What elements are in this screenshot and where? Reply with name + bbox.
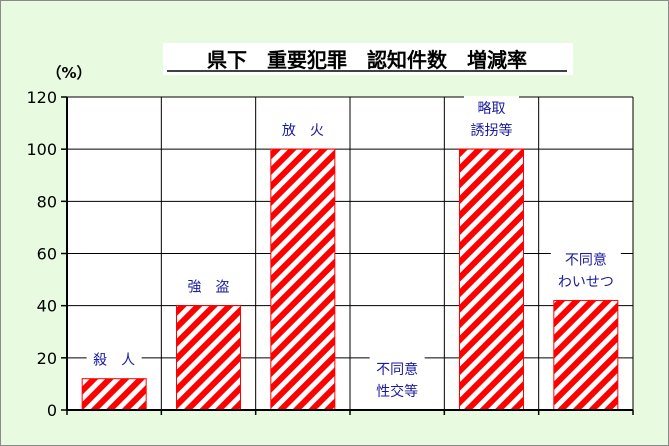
- bar-label-bg: [464, 96, 519, 143]
- bar-5: [459, 148, 524, 411]
- category-label: わいせつ: [558, 274, 614, 290]
- category-label: 略取: [478, 101, 506, 117]
- y-tick-label: 40: [37, 297, 57, 316]
- bar-3: [270, 148, 336, 411]
- title-box: [163, 43, 573, 75]
- bar-label-bg: [550, 247, 621, 294]
- y-tick-label: 120: [26, 88, 57, 107]
- y-tick-label: 100: [26, 140, 57, 159]
- y-tick-label: 60: [37, 245, 57, 264]
- category-label: 不同意: [565, 251, 607, 268]
- bar-label-bg: [181, 274, 236, 299]
- category-label: 性交等: [376, 383, 418, 400]
- bar-1: [81, 378, 147, 411]
- bars: [81, 148, 619, 411]
- axes: [61, 96, 634, 415]
- y-tick-labels: 0 20 40 60 80 100 120: [26, 88, 57, 420]
- category-label: 殺 人: [93, 353, 135, 369]
- grid-lines: [67, 96, 634, 410]
- bar-label-bg: [369, 357, 425, 403]
- category-label: 放 火: [282, 123, 324, 139]
- y-tick-label: 80: [37, 192, 57, 211]
- y-tick-label: 20: [37, 349, 57, 368]
- category-label: 誘拐等: [471, 122, 513, 139]
- bar-6: [553, 299, 619, 411]
- chart-title: 県下 重要犯罪 認知件数 増減率: [207, 48, 527, 72]
- bar-label-bg: [86, 347, 142, 372]
- y-axis-unit: （%）: [46, 64, 91, 82]
- bar-label-bg: [275, 118, 331, 143]
- category-label: 強 盗: [188, 280, 230, 296]
- y-tick-label: 0: [47, 401, 57, 420]
- bar-2: [176, 305, 241, 411]
- category-label: 不同意: [376, 361, 418, 378]
